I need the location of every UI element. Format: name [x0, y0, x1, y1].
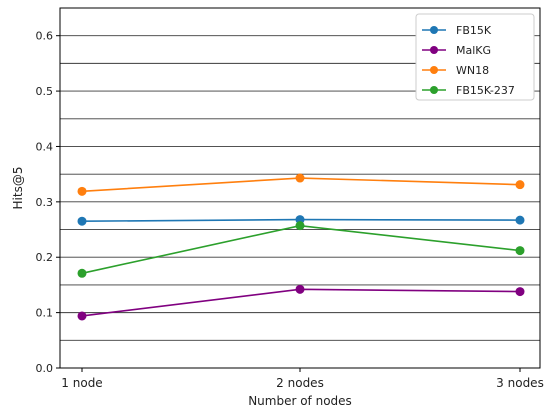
y-tick-label: 0.5 — [36, 85, 54, 98]
y-tick-label: 0.3 — [36, 196, 54, 209]
y-tick-label: 0.4 — [36, 140, 54, 153]
x-axis-ticks: 1 node 2 nodes 3 nodes — [61, 368, 544, 390]
legend-item-malkg: MalKG — [422, 44, 491, 57]
x-tick-label: 1 node — [61, 376, 102, 390]
x-tick-label: 3 nodes — [496, 376, 544, 390]
y-axis-ticks: 0.0 0.1 0.2 0.3 0.4 0.5 0.6 — [36, 30, 60, 375]
legend-label: WN18 — [456, 64, 489, 77]
data-point-malkg — [77, 311, 87, 321]
y-tick-label: 0.0 — [36, 362, 54, 375]
data-point-fb15k — [515, 215, 525, 225]
legend-label: FB15K — [456, 24, 492, 37]
series-group — [77, 173, 525, 321]
legend-item-wn18: WN18 — [422, 64, 489, 77]
data-point-fb15k-237 — [77, 268, 87, 278]
legend-label: MalKG — [456, 44, 491, 57]
data-point-wn18 — [295, 173, 305, 183]
data-point-wn18 — [515, 180, 525, 190]
legend-marker — [430, 66, 438, 74]
y-tick-label: 0.1 — [36, 307, 54, 320]
x-axis-label: Number of nodes — [248, 394, 352, 408]
data-point-fb15k-237 — [515, 246, 525, 256]
y-tick-label: 0.6 — [36, 30, 54, 43]
data-point-fb15k — [77, 216, 87, 226]
data-point-fb15k-237 — [295, 221, 305, 231]
legend-item-fb15k-237: FB15K-237 — [422, 84, 515, 97]
legend: FB15K MalKG WN18 FB15K-237 — [415, 13, 535, 101]
legend-label: FB15K-237 — [456, 84, 515, 97]
data-point-malkg — [295, 284, 305, 294]
data-point-wn18 — [77, 186, 87, 196]
legend-box — [415, 13, 535, 101]
y-tick-label: 0.2 — [36, 251, 54, 264]
legend-item-fb15k: FB15K — [422, 24, 492, 37]
data-point-malkg — [515, 287, 525, 297]
legend-marker — [430, 26, 438, 34]
series-line-fb15k-237 — [81, 224, 521, 275]
x-tick-label: 2 nodes — [276, 376, 324, 390]
legend-marker — [430, 86, 438, 94]
legend-marker — [430, 46, 438, 54]
y-axis-label: Hits@5 — [11, 167, 25, 210]
